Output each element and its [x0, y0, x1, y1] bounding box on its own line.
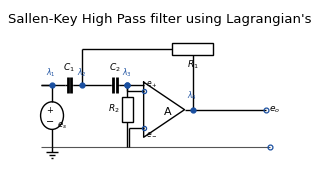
Text: +: + — [46, 106, 53, 115]
Text: $e_o$: $e_o$ — [269, 104, 280, 115]
Text: $C_1$: $C_1$ — [63, 62, 75, 74]
Text: Sallen-Key High Pass filter using Lagrangian's: Sallen-Key High Pass filter using Lagran… — [8, 13, 312, 26]
Text: $e_s$: $e_s$ — [57, 120, 67, 131]
Text: $R_1$: $R_1$ — [187, 58, 199, 71]
Bar — [122, 97, 133, 122]
Text: $\lambda_1$: $\lambda_1$ — [46, 67, 56, 79]
Text: −: − — [45, 116, 54, 127]
Text: $R_2$: $R_2$ — [108, 103, 120, 115]
Text: $e_+$: $e_+$ — [146, 79, 158, 90]
Text: $C_2$: $C_2$ — [109, 62, 121, 74]
Text: $e_-$: $e_-$ — [146, 129, 158, 138]
Text: A: A — [164, 107, 172, 117]
Bar — [172, 43, 213, 55]
Text: $\lambda_3$: $\lambda_3$ — [122, 67, 132, 79]
Text: $\lambda_4$: $\lambda_4$ — [187, 89, 197, 102]
Text: $\lambda_2$: $\lambda_2$ — [76, 67, 86, 79]
